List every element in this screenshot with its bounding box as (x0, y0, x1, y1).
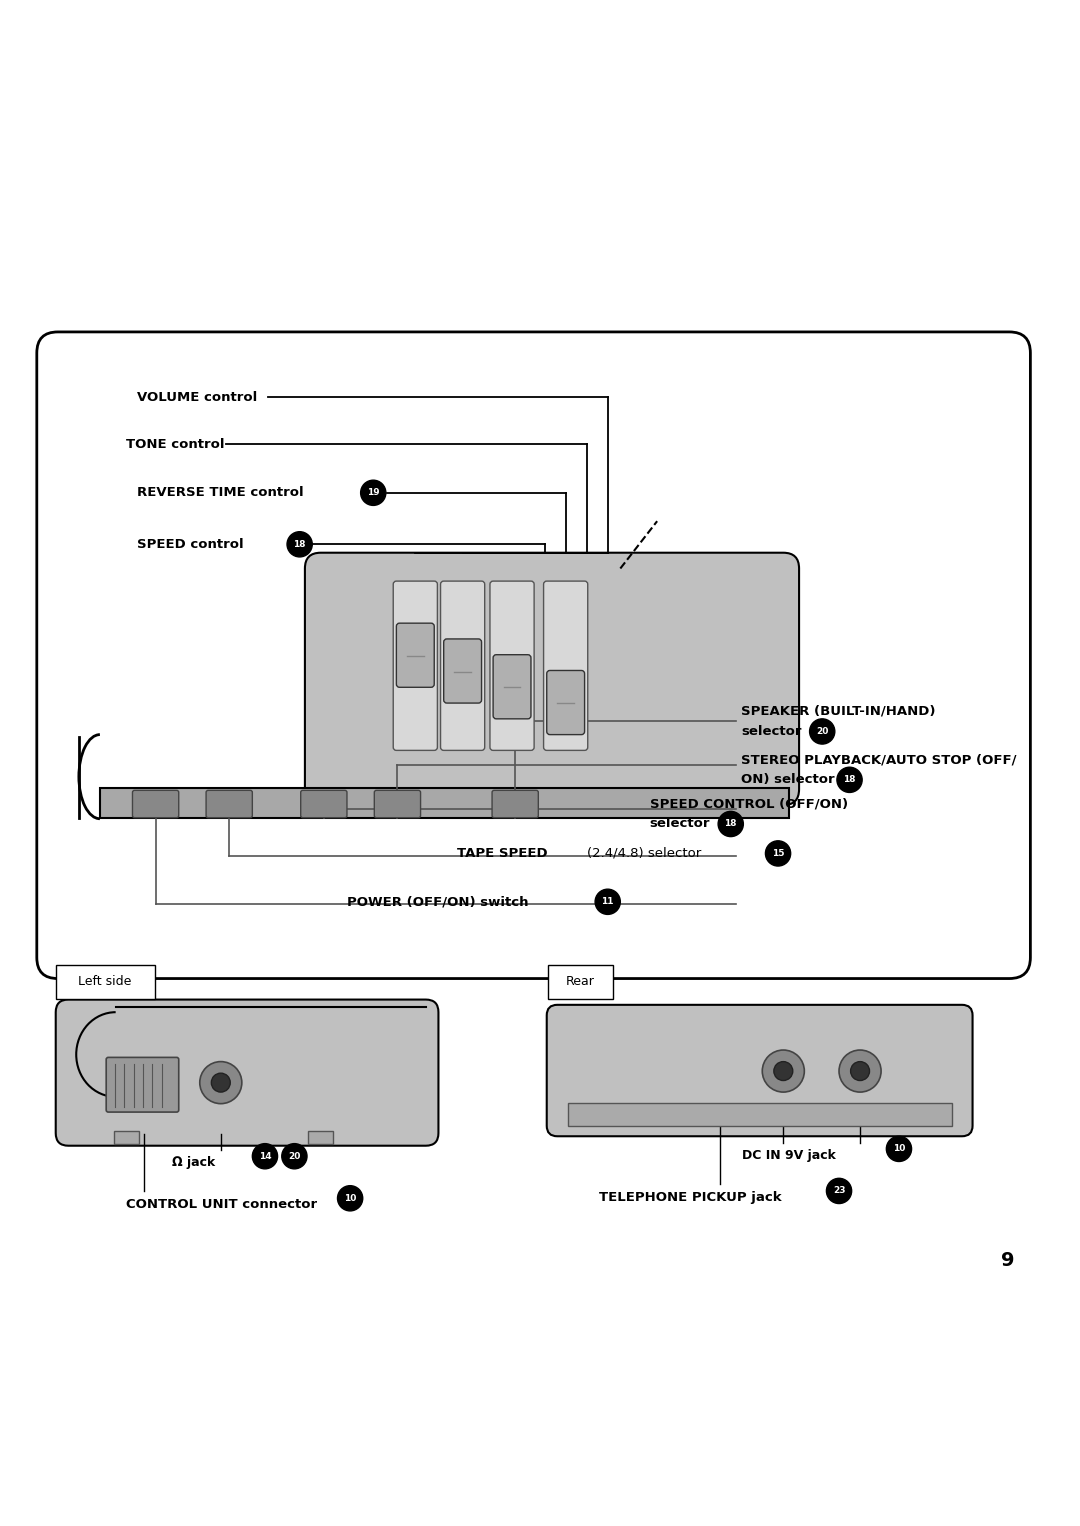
Circle shape (810, 719, 835, 745)
FancyBboxPatch shape (37, 333, 1030, 978)
FancyBboxPatch shape (546, 670, 584, 734)
FancyBboxPatch shape (305, 552, 799, 806)
Text: 18: 18 (725, 819, 737, 829)
Text: TELEPHONE PICKUP jack: TELEPHONE PICKUP jack (599, 1190, 782, 1204)
Text: VOLUME control: VOLUME control (137, 391, 257, 403)
Circle shape (361, 481, 386, 505)
Circle shape (851, 1062, 869, 1080)
Text: SPEED control: SPEED control (137, 537, 243, 551)
Circle shape (839, 1050, 881, 1093)
Text: 15: 15 (772, 848, 784, 858)
Text: SPEAKER (BUILT-IN/HAND): SPEAKER (BUILT-IN/HAND) (741, 705, 935, 717)
Text: selector: selector (650, 818, 711, 830)
Text: 18: 18 (843, 775, 855, 784)
Circle shape (212, 1073, 230, 1093)
FancyBboxPatch shape (548, 964, 613, 998)
Text: 14: 14 (258, 1152, 271, 1161)
FancyBboxPatch shape (133, 790, 179, 818)
Circle shape (826, 1178, 852, 1204)
Text: ON) selector: ON) selector (741, 774, 835, 786)
FancyBboxPatch shape (393, 581, 437, 751)
FancyBboxPatch shape (546, 1004, 973, 1137)
Text: 23: 23 (833, 1186, 846, 1195)
Circle shape (595, 890, 620, 914)
FancyBboxPatch shape (300, 790, 347, 818)
FancyBboxPatch shape (56, 964, 154, 998)
Bar (568, 1103, 951, 1126)
Circle shape (774, 1062, 793, 1080)
FancyBboxPatch shape (206, 790, 253, 818)
FancyBboxPatch shape (396, 623, 434, 687)
Text: SPEED CONTROL (OFF/ON): SPEED CONTROL (OFF/ON) (650, 798, 848, 810)
Text: REVERSE TIME control: REVERSE TIME control (137, 487, 303, 499)
Circle shape (762, 1050, 805, 1093)
Bar (99, 789, 788, 818)
Text: CONTROL UNIT connector: CONTROL UNIT connector (126, 1198, 318, 1212)
FancyBboxPatch shape (106, 1058, 179, 1112)
FancyBboxPatch shape (56, 1000, 438, 1146)
FancyBboxPatch shape (375, 790, 420, 818)
FancyBboxPatch shape (494, 655, 531, 719)
Text: 18: 18 (294, 540, 306, 549)
Text: TAPE SPEED: TAPE SPEED (457, 847, 548, 861)
Circle shape (837, 768, 862, 792)
Text: TONE control: TONE control (126, 438, 225, 450)
Text: 11: 11 (602, 897, 613, 906)
Text: (2.4/4.8) selector: (2.4/4.8) selector (586, 847, 701, 861)
FancyBboxPatch shape (492, 790, 538, 818)
Circle shape (287, 531, 312, 557)
Circle shape (200, 1062, 242, 1103)
Circle shape (253, 1143, 278, 1169)
Bar (308, 1131, 334, 1143)
Text: Rear: Rear (566, 975, 595, 989)
FancyBboxPatch shape (444, 639, 482, 703)
FancyBboxPatch shape (543, 581, 588, 751)
Text: 20: 20 (816, 726, 828, 736)
Text: selector: selector (741, 725, 801, 739)
Text: 9: 9 (1001, 1251, 1014, 1270)
Circle shape (338, 1186, 363, 1212)
Text: 10: 10 (343, 1193, 356, 1202)
Text: 19: 19 (367, 488, 379, 497)
FancyBboxPatch shape (441, 581, 485, 751)
Text: STEREO PLAYBACK/AUTO STOP (OFF/: STEREO PLAYBACK/AUTO STOP (OFF/ (741, 754, 1016, 766)
Bar (113, 1131, 139, 1143)
Text: 10: 10 (893, 1144, 905, 1154)
FancyBboxPatch shape (490, 581, 535, 751)
Text: Ω jack: Ω jack (173, 1157, 216, 1169)
Text: 20: 20 (288, 1152, 300, 1161)
Text: Left side: Left side (79, 975, 132, 989)
Circle shape (766, 841, 791, 867)
Circle shape (282, 1143, 307, 1169)
Text: POWER (OFF/ON) switch: POWER (OFF/ON) switch (347, 896, 528, 908)
Circle shape (887, 1137, 912, 1161)
Text: DC IN 9V jack: DC IN 9V jack (742, 1149, 836, 1161)
Circle shape (718, 812, 743, 836)
